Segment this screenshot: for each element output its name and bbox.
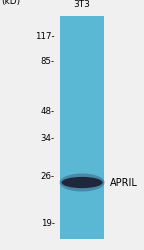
- Text: 117-: 117-: [35, 32, 55, 41]
- Ellipse shape: [59, 174, 105, 192]
- Text: 34-: 34-: [41, 134, 55, 143]
- Bar: [60, 16, 104, 239]
- Text: 48-: 48-: [41, 107, 55, 116]
- Text: 3T3: 3T3: [74, 0, 91, 9]
- Ellipse shape: [62, 177, 103, 188]
- Text: 19-: 19-: [41, 219, 55, 228]
- Text: (kD): (kD): [1, 0, 21, 6]
- Text: 26-: 26-: [41, 172, 55, 181]
- Text: APRIL: APRIL: [109, 178, 137, 188]
- Text: 85-: 85-: [41, 57, 55, 66]
